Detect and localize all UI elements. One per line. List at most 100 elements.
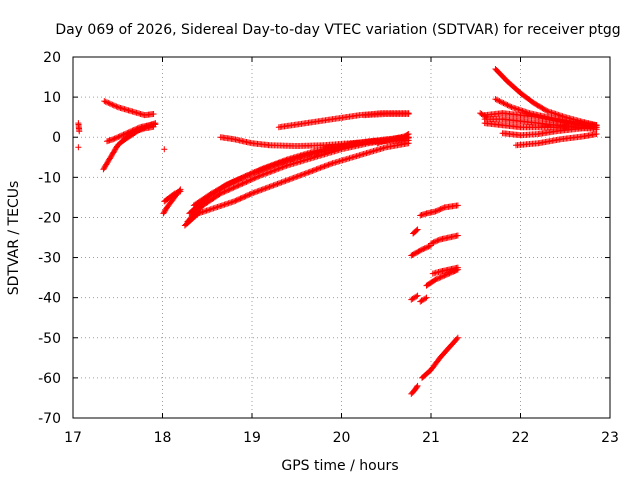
data-point-marker	[174, 189, 181, 196]
data-point-marker	[241, 173, 248, 180]
data-point-marker	[247, 177, 254, 184]
data-point-marker	[308, 168, 315, 175]
data-point-marker	[433, 207, 440, 214]
data-point-marker	[413, 227, 420, 234]
data-point-marker	[222, 182, 229, 189]
data-point-marker	[263, 170, 270, 177]
data-point-marker	[261, 185, 268, 192]
data-point-marker	[326, 161, 333, 168]
data-point-marker	[249, 170, 255, 177]
data-point-marker	[246, 171, 253, 178]
data-point-marker	[425, 243, 432, 250]
data-point-marker	[108, 101, 115, 108]
data-point-marker	[243, 192, 250, 199]
data-point-marker	[289, 175, 296, 182]
data-segment	[75, 144, 82, 151]
data-point-marker	[263, 184, 270, 191]
data-point-marker	[272, 166, 279, 173]
data-point-marker	[111, 135, 118, 142]
data-point-marker	[240, 179, 247, 186]
y-axis-label: SDTVAR / TECUs	[6, 181, 22, 296]
data-point-marker	[495, 97, 502, 104]
data-point-marker	[218, 189, 225, 196]
data-point-marker	[264, 169, 271, 176]
data-point-marker	[208, 190, 215, 197]
data-point-marker	[432, 276, 439, 283]
x-tick-label: 18	[154, 430, 172, 446]
data-segment	[513, 131, 600, 149]
data-point-marker	[275, 165, 282, 172]
data-point-marker	[113, 103, 120, 110]
data-point-marker	[250, 189, 257, 196]
data-point-marker	[453, 335, 460, 342]
data-point-marker	[112, 135, 119, 142]
data-point-marker	[285, 176, 292, 183]
data-point-marker	[254, 168, 261, 175]
data-point-marker	[76, 128, 83, 135]
data-point-marker	[150, 110, 157, 117]
data-point-marker	[143, 123, 150, 130]
data-point-marker	[110, 136, 117, 143]
data-point-marker	[316, 165, 323, 172]
data-point-marker	[234, 182, 241, 189]
data-point-marker	[142, 123, 149, 130]
data-point-marker	[235, 176, 242, 183]
data-point-marker	[230, 178, 237, 185]
data-point-marker	[437, 274, 444, 281]
data-point-marker	[236, 181, 243, 188]
data-point-marker	[254, 188, 261, 195]
data-point-marker	[428, 240, 434, 247]
x-axis-label: GPS time / hours	[281, 458, 398, 474]
data-point-marker	[250, 169, 257, 176]
data-point-marker	[434, 237, 441, 244]
data-point-marker	[229, 179, 236, 186]
data-point-marker	[217, 185, 224, 192]
data-point-marker	[437, 206, 444, 213]
data-point-marker	[243, 172, 250, 179]
data-point-marker	[318, 164, 325, 171]
data-point-marker	[430, 239, 437, 246]
data-point-marker	[313, 166, 320, 173]
data-segment	[492, 66, 600, 129]
data-point-marker	[290, 174, 297, 181]
data-point-marker	[314, 165, 321, 172]
data-point-marker	[454, 232, 461, 239]
data-point-marker	[110, 102, 117, 109]
axis-ticks: 17 18 19 20 21 22 23 20 10 0 -10 -20 -30 -40 -50 -60 -70	[38, 50, 619, 446]
data-point-marker	[234, 176, 241, 183]
data-point-marker	[281, 178, 288, 185]
data-point-marker	[492, 96, 499, 103]
data-segment	[75, 120, 83, 135]
data-point-marker	[420, 245, 427, 252]
data-point-marker	[454, 202, 461, 209]
data-point-marker	[414, 382, 421, 389]
data-point-marker	[116, 133, 123, 140]
chart-title: Day 069 of 2026, Sidereal Day-to-day VTE…	[55, 22, 620, 38]
data-point-marker	[259, 171, 266, 178]
data-point-marker	[454, 334, 461, 341]
data-segment	[429, 264, 461, 277]
data-point-marker	[114, 134, 121, 141]
data-point-marker	[274, 160, 281, 167]
data-point-marker	[233, 177, 240, 184]
data-point-marker	[283, 162, 290, 169]
y-tick-label: -70	[38, 411, 61, 427]
data-point-marker	[248, 176, 255, 183]
data-point-marker	[413, 293, 420, 300]
x-tick-label: 23	[601, 430, 619, 446]
data-point-marker	[422, 244, 429, 251]
data-point-marker	[265, 184, 272, 191]
data-point-marker	[240, 194, 247, 201]
data-point-marker	[221, 183, 228, 190]
data-point-marker	[312, 166, 319, 173]
data-point-marker	[233, 183, 240, 190]
data-point-marker	[75, 144, 82, 151]
data-point-marker	[245, 192, 252, 199]
data-point-marker	[251, 175, 258, 182]
data-point-marker	[258, 166, 265, 173]
data-point-marker	[438, 273, 445, 280]
data-point-marker	[436, 206, 443, 213]
data-point-marker	[295, 172, 302, 179]
data-point-marker	[105, 99, 112, 106]
data-segment	[481, 116, 600, 133]
